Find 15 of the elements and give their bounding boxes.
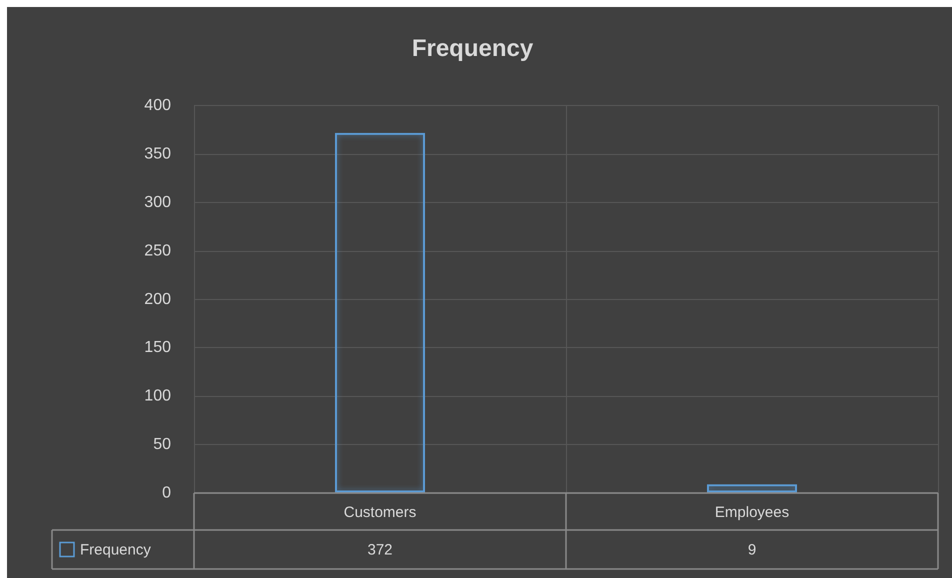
y-tick-label: 350 [144,146,172,163]
y-tick-label: 300 [144,194,172,212]
data-label: 372 [367,542,393,559]
y-tick-label: 150 [144,339,172,356]
chart-title: Frequency [412,35,534,62]
x-tick-label: Customers [344,504,416,522]
y-tick-label: 400 [144,97,172,114]
y-tick-label: 50 [153,436,172,454]
y-tick-label: 100 [144,388,172,405]
x-tick-label: Employees [714,504,790,522]
y-tick-label: 250 [144,242,172,260]
data-label: 9 [748,542,756,559]
y-tick-label: 0 [162,484,172,502]
legend-label: Frequency [80,542,152,559]
y-tick-label: 200 [144,290,172,308]
